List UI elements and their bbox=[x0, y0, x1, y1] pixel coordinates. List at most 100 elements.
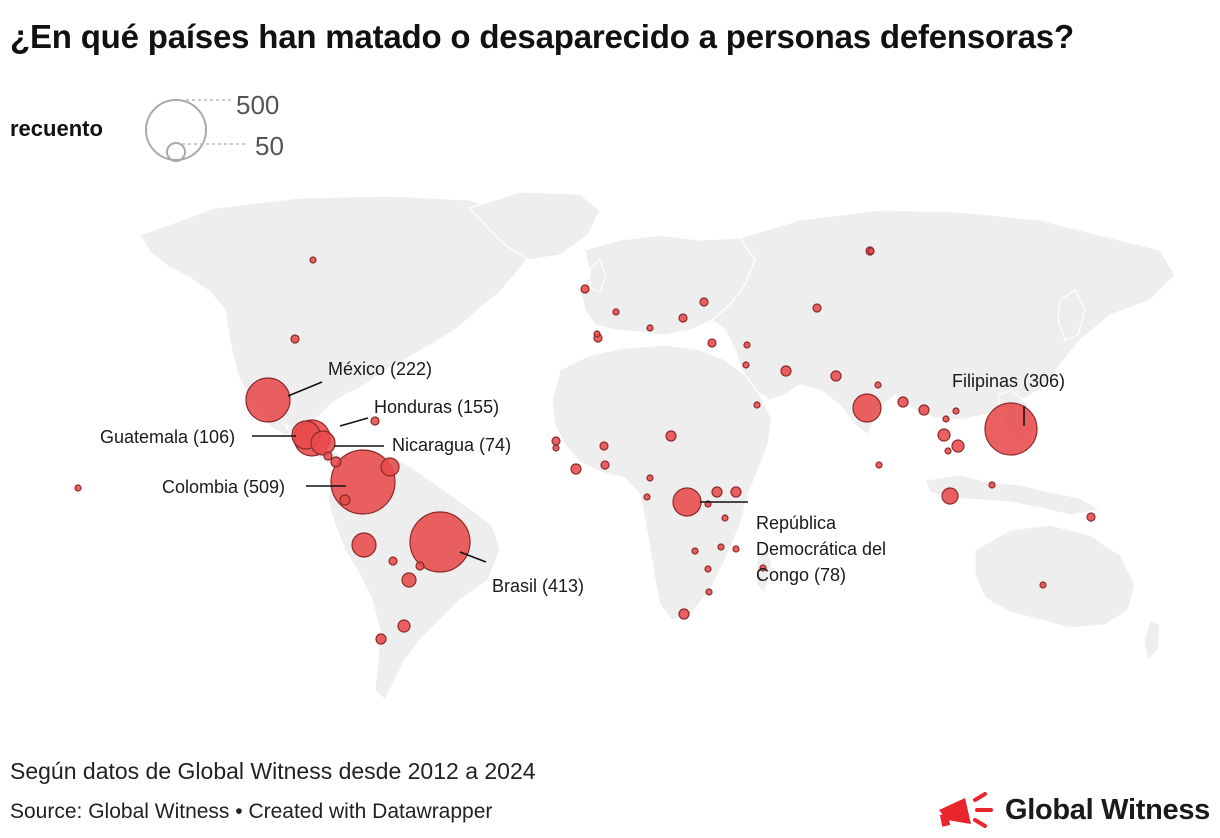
label-mexico: México (222) bbox=[328, 359, 433, 379]
country-bubble[interactable] bbox=[245, 377, 291, 423]
label-colombia: Colombia (509) bbox=[162, 477, 286, 497]
country-bubble[interactable] bbox=[397, 619, 411, 633]
country-bubble[interactable] bbox=[570, 463, 582, 475]
brand-name: Global Witness bbox=[1004, 793, 1210, 826]
country-bubble[interactable] bbox=[707, 338, 717, 348]
country-bubble[interactable] bbox=[780, 365, 792, 377]
country-bubble[interactable] bbox=[330, 456, 342, 468]
country-bubble[interactable] bbox=[323, 451, 333, 461]
land-uk bbox=[589, 259, 607, 293]
leader-brasil bbox=[459, 551, 487, 563]
country-bubble[interactable] bbox=[942, 415, 950, 423]
country-bubble[interactable] bbox=[1086, 512, 1096, 522]
country-bubble[interactable] bbox=[643, 493, 651, 501]
country-bubble[interactable] bbox=[612, 308, 620, 316]
country-bubble[interactable] bbox=[952, 407, 960, 415]
country-bubble[interactable] bbox=[691, 547, 699, 555]
label-honduras: Honduras (155) bbox=[374, 397, 500, 417]
country-bubble[interactable] bbox=[409, 511, 471, 573]
chart-title: ¿En qué países han matado o desaparecido… bbox=[10, 18, 1074, 55]
country-bubble[interactable] bbox=[672, 487, 702, 517]
legend-circles bbox=[145, 99, 248, 162]
country-bubble[interactable] bbox=[74, 484, 82, 492]
legend-value-small: 50 bbox=[255, 131, 284, 161]
land-japan bbox=[1057, 289, 1086, 341]
country-bubble[interactable] bbox=[753, 401, 761, 409]
country-bubble[interactable] bbox=[678, 608, 690, 620]
legend-circle-large bbox=[145, 99, 207, 161]
size-legend: recuento 500 50 bbox=[0, 86, 320, 166]
source-line: Source: Global Witness • Created with Da… bbox=[10, 800, 493, 823]
subtitle: Según datos de Global Witness desde 2012… bbox=[10, 758, 536, 784]
country-bubble[interactable] bbox=[593, 330, 601, 338]
label-filipinas: Filipinas (306) bbox=[952, 371, 1066, 391]
country-bubble[interactable] bbox=[401, 572, 417, 588]
country-bubble[interactable] bbox=[944, 447, 952, 455]
label-rdc-line2: Democrática del bbox=[756, 539, 887, 559]
country-bubble[interactable] bbox=[721, 514, 729, 522]
country-bubble[interactable] bbox=[743, 341, 751, 349]
land-asia bbox=[711, 209, 1176, 436]
country-bubble[interactable] bbox=[646, 324, 654, 332]
bubble-layer bbox=[74, 246, 1096, 645]
country-bubble[interactable] bbox=[388, 556, 398, 566]
country-bubble[interactable] bbox=[552, 444, 560, 452]
country-bubble[interactable] bbox=[732, 545, 740, 553]
country-bubble[interactable] bbox=[988, 481, 996, 489]
country-bubble[interactable] bbox=[699, 297, 709, 307]
country-bubble[interactable] bbox=[599, 441, 609, 451]
country-bubble[interactable] bbox=[678, 313, 688, 323]
label-guatemala: Guatemala (106) bbox=[100, 427, 236, 447]
country-bubble[interactable] bbox=[951, 439, 965, 453]
land-africa bbox=[551, 344, 773, 621]
legend-value-large: 500 bbox=[236, 90, 280, 120]
country-bubble[interactable] bbox=[370, 416, 380, 426]
world-map bbox=[74, 191, 1176, 702]
country-bubble[interactable] bbox=[551, 436, 561, 446]
label-brasil: Brasil (413) bbox=[492, 576, 585, 596]
land-new-zealand bbox=[1143, 619, 1161, 662]
country-bubble[interactable] bbox=[941, 487, 959, 505]
country-bubble[interactable] bbox=[1039, 581, 1047, 589]
land-europe bbox=[579, 234, 756, 336]
country-bubble[interactable] bbox=[415, 561, 425, 571]
label-nicaragua: Nicaragua (74) bbox=[392, 435, 512, 455]
country-bubble[interactable] bbox=[705, 588, 713, 596]
country-bubble[interactable] bbox=[730, 486, 742, 498]
megaphone-icon bbox=[938, 792, 993, 828]
country-bubble[interactable] bbox=[580, 284, 590, 294]
country-bubble[interactable] bbox=[600, 460, 610, 470]
country-bubble[interactable] bbox=[759, 564, 767, 572]
country-bubble[interactable] bbox=[339, 494, 351, 506]
country-bubble[interactable] bbox=[984, 402, 1038, 456]
land-australia bbox=[974, 524, 1136, 629]
country-bubble[interactable] bbox=[309, 256, 317, 264]
country-bubble[interactable] bbox=[918, 404, 930, 416]
country-bubble[interactable] bbox=[646, 474, 654, 482]
country-bubble[interactable] bbox=[310, 430, 336, 456]
label-rdc-line1: República bbox=[756, 513, 837, 533]
country-bubble[interactable] bbox=[351, 532, 377, 558]
country-bubble[interactable] bbox=[665, 430, 677, 442]
leader-honduras bbox=[339, 417, 369, 427]
leader-mexico bbox=[287, 381, 323, 397]
country-bubble[interactable] bbox=[897, 396, 909, 408]
country-bubble[interactable] bbox=[704, 565, 712, 573]
country-bubble[interactable] bbox=[711, 486, 723, 498]
country-bubble[interactable] bbox=[852, 393, 882, 423]
country-bubble[interactable] bbox=[875, 461, 883, 469]
country-bubble[interactable] bbox=[380, 457, 400, 477]
legend-circle-small bbox=[166, 142, 186, 162]
country-bubble[interactable] bbox=[375, 633, 387, 645]
country-bubble[interactable] bbox=[867, 247, 875, 255]
leader-lines bbox=[252, 381, 1025, 563]
label-rdc-line3: Congo (78) bbox=[756, 565, 847, 585]
legend-label: recuento bbox=[10, 116, 103, 141]
country-bubble[interactable] bbox=[742, 361, 750, 369]
country-bubble[interactable] bbox=[290, 334, 300, 344]
country-bubble[interactable] bbox=[874, 381, 882, 389]
country-bubble[interactable] bbox=[717, 543, 725, 551]
country-bubble[interactable] bbox=[812, 303, 822, 313]
country-bubble[interactable] bbox=[830, 370, 842, 382]
country-bubble[interactable] bbox=[937, 428, 951, 442]
